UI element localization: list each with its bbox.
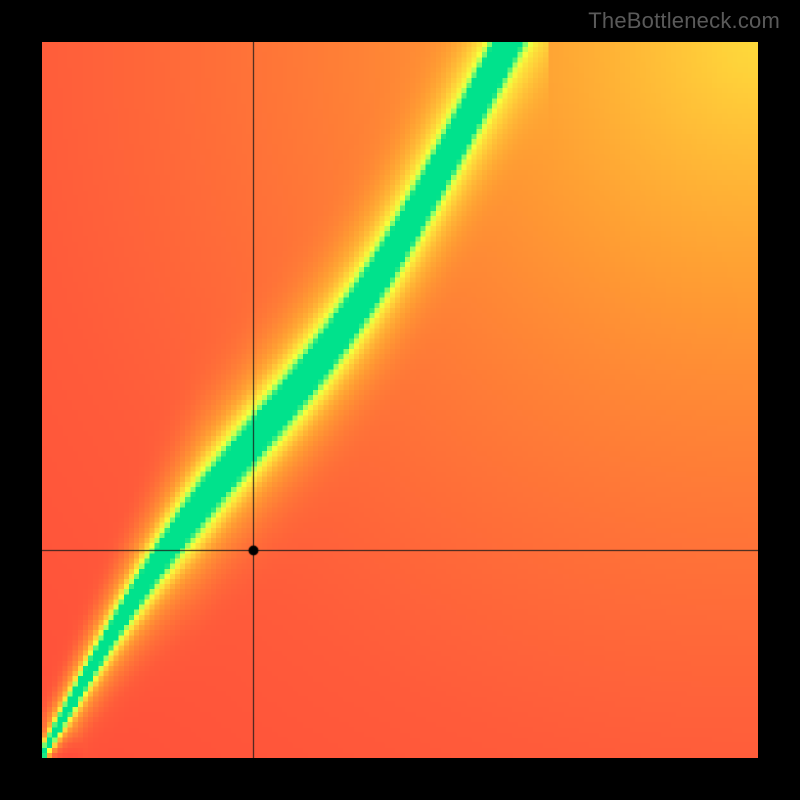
figure-container: TheBottleneck.com — [0, 0, 800, 800]
crosshair-overlay — [42, 42, 758, 758]
watermark-text: TheBottleneck.com — [588, 8, 780, 34]
